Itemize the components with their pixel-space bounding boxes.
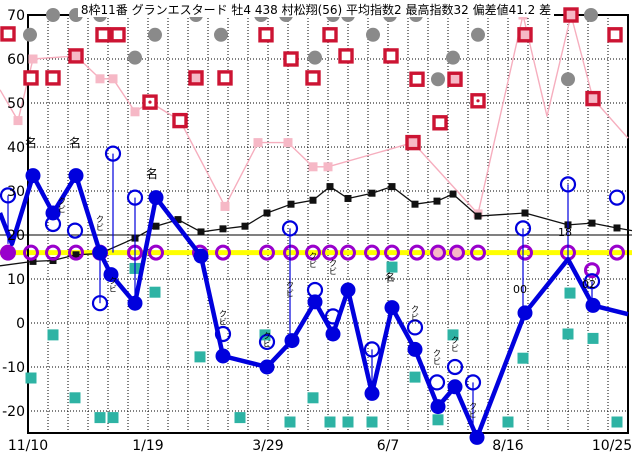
point-label: 18: [558, 226, 572, 239]
annotations: 名名名名クビクビクビクビクビクビクビ クビクビクビクビクビ1800 02: [25, 135, 596, 419]
point-label: クビ: [286, 281, 294, 298]
series-pink-line: [0, 10, 629, 219]
y-tick-label: 40: [7, 140, 25, 156]
point-label: クビ: [329, 259, 337, 276]
y-tick-label: 10: [7, 272, 25, 288]
point-label: 名: [69, 135, 81, 150]
y-tick-label: -20: [2, 404, 25, 420]
point-label: クビ: [96, 215, 104, 232]
point-label: クビ: [469, 402, 477, 419]
point-label: 名: [146, 166, 158, 181]
point-label: クビ: [58, 197, 66, 214]
point-label: 名: [385, 271, 395, 284]
x-tick-label: 1/19: [132, 438, 163, 454]
series-blue-open-circles: [0, 145, 626, 438]
y-tick-label: 30: [7, 184, 25, 200]
point-label: クビ: [263, 331, 271, 348]
series-red-squares: [0, 7, 623, 151]
x-tick-label: 3/29: [252, 438, 283, 454]
series-teal-squares: [25, 261, 623, 428]
series-black-average-line: [0, 183, 632, 267]
y-tick-label: -10: [2, 360, 25, 376]
y-tick-label: 70: [7, 8, 25, 24]
point-label: クビ: [433, 349, 441, 366]
y-tick-label: 50: [7, 96, 25, 112]
y-tick-label: 0: [16, 316, 25, 332]
x-tick-label: 10/25: [592, 438, 632, 454]
x-tick-label: 8/16: [492, 438, 524, 454]
point-label: クビ: [411, 305, 419, 322]
y-tick-label: 20: [7, 228, 25, 244]
x-tick-label: 11/10: [8, 438, 48, 454]
point-label: クビ: [219, 309, 227, 326]
point-label: 00: [513, 283, 527, 296]
x-tick-label: 6/7: [377, 438, 400, 454]
point-label: 02: [582, 278, 596, 291]
y-tick-label: 60: [7, 52, 25, 68]
axis-labels: 70 60 50 40 30 20 10 0 -10 -20 11/10 1/19 3/29 6/7 8/1…: [2, 8, 632, 454]
point-label: 名: [25, 135, 37, 150]
point-label: クビ: [309, 252, 317, 269]
series-blue-index-line: [0, 168, 629, 445]
point-label: クビ: [451, 336, 459, 353]
point-label: クビ: [109, 276, 117, 293]
